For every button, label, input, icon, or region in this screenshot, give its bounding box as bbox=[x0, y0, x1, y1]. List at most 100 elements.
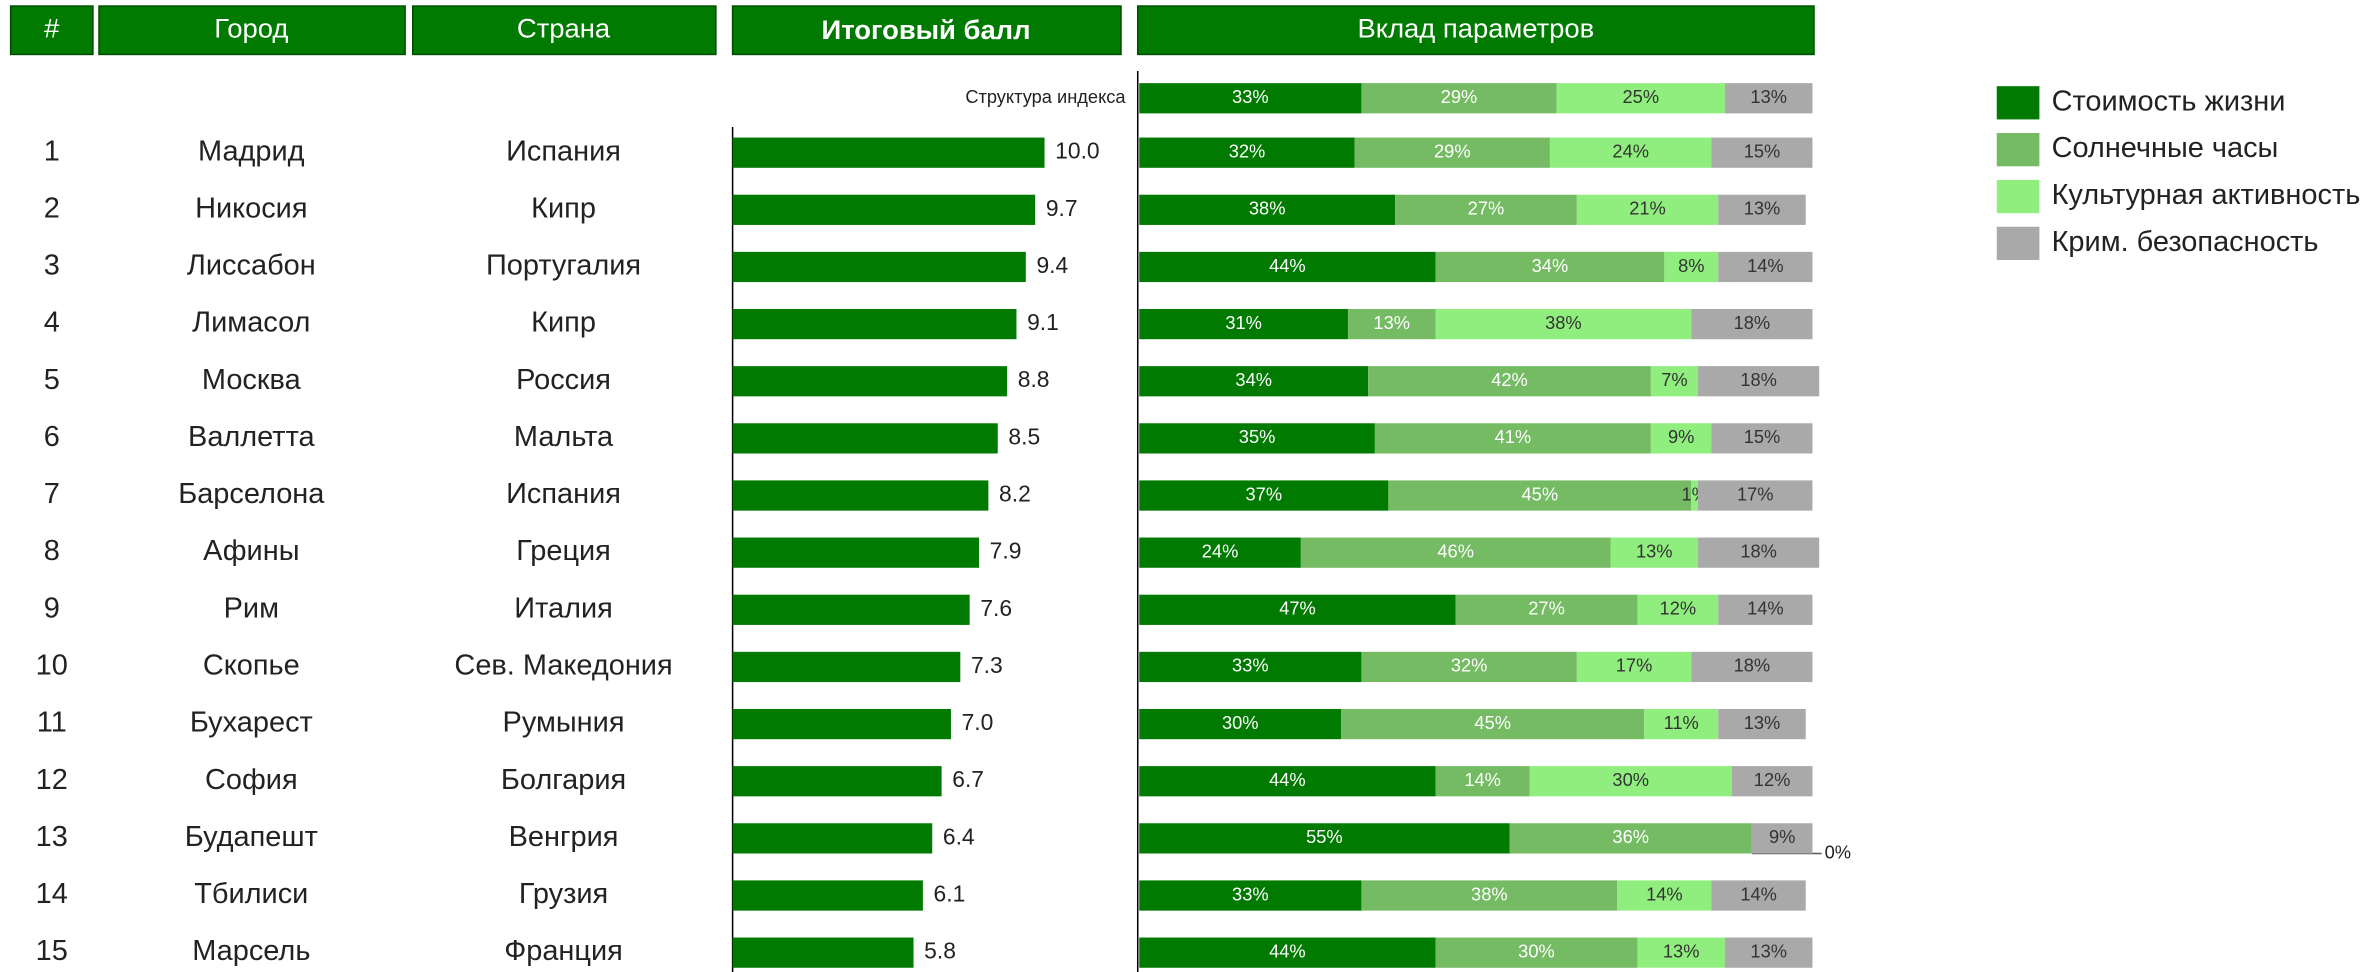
table-cell: Лиссабон bbox=[187, 250, 316, 282]
table-cell: Испания bbox=[506, 135, 621, 167]
legend-swatch bbox=[1996, 179, 2040, 214]
segment-label: 29% bbox=[1434, 142, 1471, 162]
table-cell: 9 bbox=[44, 592, 60, 624]
bar-segment bbox=[1347, 308, 1436, 340]
value-label: 8.5 bbox=[1008, 423, 1040, 449]
bar-segment bbox=[1435, 937, 1638, 968]
bar-segment bbox=[1691, 480, 1699, 511]
table-cell: 10 bbox=[36, 650, 68, 682]
header-cell bbox=[9, 5, 94, 56]
table-cell: Лимасол bbox=[192, 307, 310, 339]
bar-segment bbox=[1509, 823, 1752, 854]
segment-label: 18% bbox=[1740, 542, 1777, 562]
segment-label: 47% bbox=[1279, 599, 1316, 619]
bar bbox=[732, 823, 933, 854]
bar-segment bbox=[1435, 766, 1530, 797]
chart-title: Вклад параметров bbox=[1358, 13, 1595, 44]
table-cell: Сев. Македония bbox=[454, 650, 672, 682]
header-cell bbox=[411, 5, 717, 56]
header-cell bbox=[1136, 5, 1815, 56]
table-cell: 2 bbox=[44, 192, 60, 224]
value-label: 7.6 bbox=[980, 595, 1012, 621]
table-cell: София bbox=[205, 764, 298, 796]
bar bbox=[732, 594, 970, 625]
segment-label: 18% bbox=[1734, 656, 1771, 676]
bar bbox=[732, 137, 1045, 168]
bar bbox=[732, 766, 942, 797]
bar-segment bbox=[1650, 366, 1699, 397]
segment-label: 14% bbox=[1464, 770, 1501, 790]
value-label: 8.2 bbox=[999, 481, 1031, 507]
bar-segment bbox=[1139, 766, 1436, 797]
segment-label: 27% bbox=[1528, 599, 1565, 619]
segment-label: 14% bbox=[1646, 884, 1683, 904]
segment-label: 34% bbox=[1235, 370, 1272, 390]
bar-segment bbox=[1139, 83, 1362, 114]
table-cell: Никосия bbox=[195, 192, 307, 224]
table-cell: 4 bbox=[44, 307, 60, 339]
legend-label: Солнечные часы bbox=[2052, 132, 2279, 164]
segment-label: 38% bbox=[1545, 313, 1582, 333]
table-cell: 14 bbox=[36, 878, 68, 910]
bar-segment bbox=[1139, 537, 1301, 568]
table-cell: Скопье bbox=[203, 650, 300, 682]
bar-segment bbox=[1718, 708, 1806, 740]
bar-segment bbox=[1691, 651, 1813, 683]
segment-label: 33% bbox=[1232, 884, 1269, 904]
segment-label: 42% bbox=[1491, 370, 1528, 390]
segment-label: 13% bbox=[1373, 313, 1410, 333]
segment-label: 45% bbox=[1474, 713, 1511, 733]
bar bbox=[732, 194, 1036, 225]
bar-segment bbox=[1354, 137, 1550, 168]
segment-label: 34% bbox=[1532, 256, 1569, 276]
bar-segment bbox=[1139, 480, 1389, 511]
segment-label: 18% bbox=[1740, 370, 1777, 390]
table-cell: Будапешт bbox=[185, 821, 318, 853]
table-cell: Россия bbox=[516, 364, 611, 396]
category-label: Структура индекса bbox=[965, 87, 1126, 107]
segment-label: 15% bbox=[1744, 427, 1781, 447]
bar-segment bbox=[1556, 83, 1725, 114]
segment-label: 55% bbox=[1306, 827, 1343, 847]
segment-label: 14% bbox=[1747, 599, 1784, 619]
header-cell bbox=[98, 5, 406, 56]
bar-segment bbox=[1139, 194, 1396, 225]
bar-segment bbox=[1617, 880, 1712, 911]
segment-label: 13% bbox=[1744, 713, 1781, 733]
segment-label: 33% bbox=[1232, 656, 1269, 676]
bar-segment bbox=[1529, 766, 1732, 797]
segment-label: 36% bbox=[1612, 827, 1649, 847]
value-label: 8.8 bbox=[1018, 366, 1050, 392]
table-cell: Болгария bbox=[501, 764, 626, 796]
bar-segment bbox=[1139, 937, 1436, 968]
legend-label: Культурная активность bbox=[2052, 179, 2361, 211]
bar-segment bbox=[1731, 766, 1813, 797]
segment-label: 35% bbox=[1239, 427, 1276, 447]
value-label: 7.0 bbox=[962, 709, 994, 735]
table-cell: Мальта bbox=[514, 421, 614, 453]
value-label: 7.9 bbox=[990, 538, 1022, 564]
chart-title: Итоговый балл bbox=[822, 14, 1031, 45]
bar-segment bbox=[1610, 537, 1699, 568]
segment-label: 31% bbox=[1225, 313, 1262, 333]
bar bbox=[732, 366, 1008, 397]
segment-label: 9% bbox=[1668, 427, 1694, 447]
table-cell: Венгрия bbox=[509, 821, 619, 853]
bar bbox=[732, 423, 998, 454]
table-cell: 5 bbox=[44, 364, 60, 396]
bar bbox=[732, 880, 923, 911]
table-cell: Испания bbox=[506, 478, 621, 510]
segment-label: 37% bbox=[1246, 484, 1283, 504]
segment-label: 14% bbox=[1747, 256, 1784, 276]
bar-segment bbox=[1698, 480, 1813, 511]
value-label: 6.1 bbox=[934, 881, 966, 907]
table-cell: Валлетта bbox=[188, 421, 316, 453]
bar-segment bbox=[1374, 423, 1651, 454]
table-cell: 13 bbox=[36, 821, 68, 853]
table-cell: Москва bbox=[202, 364, 302, 396]
table-cell: Барселона bbox=[178, 478, 325, 510]
bar bbox=[732, 708, 951, 740]
segment-label: 24% bbox=[1202, 542, 1239, 562]
bar-segment bbox=[1341, 708, 1645, 740]
